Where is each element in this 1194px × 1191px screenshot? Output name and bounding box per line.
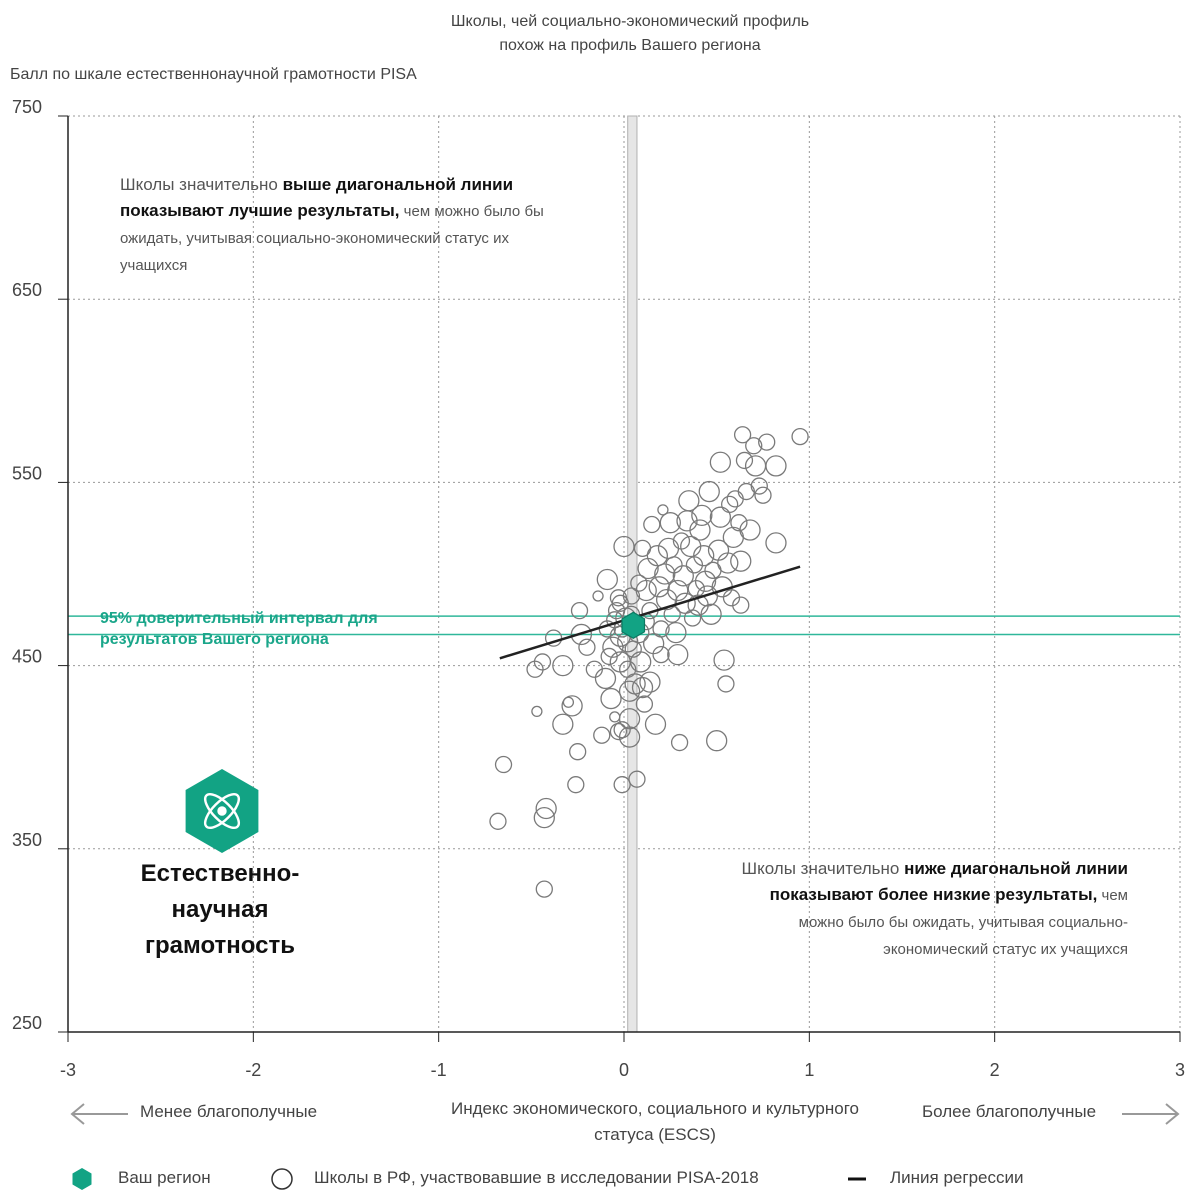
school-point — [594, 727, 610, 743]
school-point — [655, 564, 675, 584]
y-tick-label: 750 — [12, 97, 42, 117]
school-point — [496, 757, 512, 773]
y-axis-label: Балл по шкале естественнонаучной грамотн… — [10, 66, 417, 84]
y-tick-label: 650 — [12, 280, 42, 300]
annotation-above-normal: Школы значительно — [120, 175, 283, 194]
legend-region-icon — [73, 1168, 92, 1190]
region-point — [622, 612, 645, 638]
school-point — [553, 714, 573, 734]
school-point — [718, 676, 734, 692]
domain-line-3: грамотность — [120, 928, 320, 964]
domain-line-2: научная — [120, 892, 320, 928]
school-point — [568, 777, 584, 793]
school-point — [593, 591, 603, 601]
school-point — [586, 661, 602, 677]
school-point — [579, 639, 595, 655]
school-point — [647, 546, 667, 566]
legend-school-icon — [272, 1169, 292, 1189]
region-point-marker — [622, 612, 645, 638]
annotation-below-normal: Школы значительно — [742, 859, 905, 878]
school-point — [668, 645, 688, 665]
domain-name: Естественно- научная грамотность — [120, 856, 320, 964]
y-tick-label: 350 — [12, 830, 42, 850]
school-point — [636, 696, 652, 712]
school-point — [658, 538, 678, 558]
school-point — [736, 452, 752, 468]
x-tick-label: -2 — [245, 1060, 261, 1080]
regression-line-path — [500, 567, 800, 659]
y-tick-label: 250 — [12, 1013, 42, 1033]
school-point — [714, 650, 734, 670]
ci-label: 95% доверительный интервал для результат… — [100, 608, 378, 650]
school-point — [601, 689, 621, 709]
school-point — [610, 712, 620, 722]
domain-line-1: Естественно- — [120, 856, 320, 892]
school-point — [640, 672, 660, 692]
x-tick-label: 1 — [804, 1060, 814, 1080]
school-point — [597, 569, 617, 589]
title-line-1: Школы, чей социально-экономический профи… — [380, 10, 880, 34]
school-point — [746, 456, 766, 476]
y-tick-label: 450 — [12, 647, 42, 667]
ci-label-line-2: результатов Вашего региона — [100, 629, 378, 650]
ci-label-line-1: 95% доверительный интервал для — [100, 608, 378, 629]
school-point — [792, 429, 808, 445]
atom-nucleus — [219, 808, 226, 815]
school-point — [690, 520, 710, 540]
school-point — [532, 706, 542, 716]
school-point — [595, 668, 615, 688]
annotation-above: Школы значительно выше диагональной лини… — [120, 172, 560, 279]
school-point — [718, 553, 738, 573]
school-point — [672, 735, 688, 751]
school-point — [490, 813, 506, 829]
school-point — [710, 452, 730, 472]
legend-regression-label: Линия регрессии — [890, 1168, 1023, 1188]
school-point — [644, 517, 660, 533]
school-points — [490, 427, 808, 897]
chart-title: Школы, чей социально-экономический профи… — [380, 10, 880, 58]
regression-line — [500, 567, 800, 659]
school-point — [570, 744, 586, 760]
school-point — [653, 647, 669, 663]
school-point — [646, 714, 666, 734]
title-line-2: похож на профиль Вашего региона — [380, 34, 880, 58]
annotation-below: Школы значительно ниже диагональной лини… — [736, 856, 1128, 963]
school-point — [710, 507, 730, 527]
x-axis-label: Индекс экономического, социального и кул… — [420, 1096, 890, 1148]
school-point — [751, 478, 767, 494]
school-point — [731, 551, 751, 571]
legend-schools-label: Школы в РФ, участвовавшие в исследовании… — [314, 1168, 759, 1188]
less-label: Менее благополучные — [140, 1102, 317, 1122]
x-tick-label: 0 — [619, 1060, 629, 1080]
school-point — [699, 482, 719, 502]
school-point — [707, 731, 727, 751]
school-point — [766, 533, 786, 553]
school-point — [701, 604, 721, 624]
x-tick-label: -3 — [60, 1060, 76, 1080]
school-point — [685, 610, 701, 626]
school-point — [536, 881, 552, 897]
region-escs-band — [628, 116, 637, 1032]
y-tick-label: 550 — [12, 463, 42, 483]
x-tick-label: 3 — [1175, 1060, 1185, 1080]
x-tick-label: -1 — [431, 1060, 447, 1080]
school-point — [766, 456, 786, 476]
more-label: Более благополучные — [922, 1102, 1096, 1122]
legend-region-label: Ваш регион — [118, 1168, 211, 1188]
region-escs-band-rect — [628, 116, 637, 1032]
school-point — [755, 487, 771, 503]
x-tick-label: 2 — [990, 1060, 1000, 1080]
